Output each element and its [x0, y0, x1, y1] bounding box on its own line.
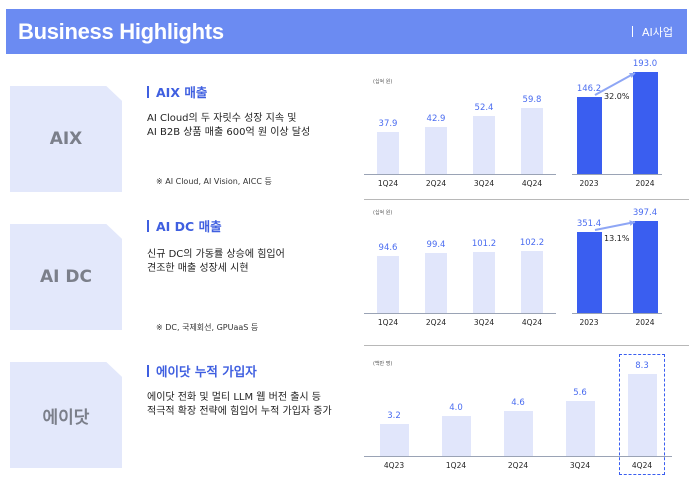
tile-ai-dc: AI DC	[10, 224, 122, 330]
chart-4-value-0: 3.2	[387, 411, 401, 421]
chart-0-bar-0	[377, 132, 399, 174]
aix-note: ※ AI Cloud, AI Vision, AICC 등	[156, 177, 272, 186]
chart-4-tick-0: 4Q23	[383, 461, 405, 470]
chart-4-tick-1: 1Q24	[445, 461, 467, 470]
chart-2-tick-2: 3Q24	[473, 318, 495, 327]
chart-4-value-4: 8.3	[635, 361, 649, 371]
chart-0-tick-0: 1Q24	[377, 179, 399, 188]
chart-2-value-0: 94.6	[378, 243, 398, 253]
adot-desc-line2: 적극적 확장 전략에 힘입어 누적 가입자 증가	[147, 406, 332, 417]
chart-1-growth-label: 32.0%	[604, 92, 630, 101]
chart-2-value-1: 99.4	[426, 240, 446, 250]
chart-4-value-3: 5.6	[573, 388, 587, 398]
chart-1-tick-1: 2024	[635, 179, 655, 188]
chart-3-bar-0	[576, 232, 602, 313]
chart-4-tick-4: 4Q24	[631, 461, 653, 470]
chart-3-value-0: 351.4	[576, 219, 602, 229]
aidc-desc-line1: 신규 DC의 가동률 상승에 힘입어	[147, 249, 285, 260]
chart-1-value-0: 146.2	[576, 84, 602, 94]
adot-desc-line1: 에이닷 전화 및 멀티 LLM 웹 버전 출시 등	[147, 392, 322, 403]
growth-arrow-icon	[594, 72, 636, 96]
chart-1-tick-0: 2023	[579, 179, 599, 188]
adot-title-text: 에이닷 누적 가입자	[156, 364, 257, 379]
chart-0-value-1: 42.9	[426, 114, 446, 124]
chart-2-value-2: 101.2	[471, 239, 497, 249]
chart-0-value-3: 59.8	[522, 95, 542, 105]
aidc-note: ※ DC, 국제회선, GPUaaS 등	[156, 323, 259, 332]
chart-2-bar-3	[521, 251, 543, 313]
chart-4-axis	[364, 456, 672, 457]
aix-desc-line2: AI B2B 상품 매출 600억 원 이상 달성	[147, 127, 311, 138]
chart-4-bar-1	[441, 416, 471, 456]
chart-4-tick-2: 2Q24	[507, 461, 529, 470]
chart-1-value-1: 193.0	[632, 59, 658, 69]
chart-0-bar-1	[425, 127, 447, 174]
chart-4-bar-3	[565, 401, 595, 456]
chart-2-axis	[364, 313, 556, 314]
chart-2-tick-3: 4Q24	[521, 318, 543, 327]
chart-4-bar-4	[627, 374, 657, 456]
aix-description: AI Cloud의 두 자릿수 성장 지속 및 AI B2B 상품 매출 600…	[147, 112, 310, 140]
aix-desc-line1: AI Cloud의 두 자릿수 성장 지속 및	[147, 113, 297, 124]
chart-4-tick-3: 3Q24	[569, 461, 591, 470]
chart-1-bar-1	[632, 72, 658, 174]
chart-4-value-2: 4.6	[511, 398, 525, 408]
chart-0-tick-3: 4Q24	[521, 179, 543, 188]
aidc-description: 신규 DC의 가동률 상승에 힘입어 견조한 매출 성장세 시현	[147, 248, 285, 276]
chart-2-value-3: 102.2	[519, 238, 545, 248]
tile-adot: 에이닷	[10, 362, 122, 468]
aidc-unit: (십억 원)	[373, 210, 393, 216]
aidc-desc-line2: 견조한 매출 성장세 시현	[147, 263, 249, 274]
chart-0-axis	[364, 174, 556, 175]
chart-1-axis	[572, 174, 662, 175]
divider-1	[364, 199, 689, 200]
tile-aix: AIX	[10, 86, 122, 192]
chart-2-tick-1: 2Q24	[425, 318, 447, 327]
aidc-title: AI DC 매출	[147, 216, 222, 235]
adot-description: 에이닷 전화 및 멀티 LLM 웹 버전 출시 등 적극적 확장 전략에 힘입어…	[147, 391, 332, 419]
chart-2-tick-0: 1Q24	[377, 318, 399, 327]
chart-3-axis	[572, 313, 662, 314]
chart-0-value-0: 37.9	[378, 119, 398, 129]
aix-unit: (십억 원)	[373, 79, 393, 85]
chart-2-bar-1	[425, 253, 447, 313]
adot-unit: (백만 명)	[373, 361, 393, 367]
header-banner: Business Highlights AI사업	[6, 9, 687, 54]
chart-3-growth-label: 13.1%	[604, 234, 630, 243]
chart-4-bar-2	[503, 411, 533, 456]
chart-0-tick-2: 3Q24	[473, 179, 495, 188]
adot-title: 에이닷 누적 가입자	[147, 361, 257, 380]
chart-3-tick-1: 2024	[635, 318, 655, 327]
chart-0-bar-3	[521, 108, 543, 174]
chart-0-value-2: 52.4	[474, 103, 494, 113]
chart-3-tick-0: 2023	[579, 318, 599, 327]
page-title: Business Highlights	[18, 19, 224, 44]
aix-title: AIX 매출	[147, 82, 207, 101]
chart-2-bar-2	[473, 252, 495, 313]
aidc-title-text: AI DC 매출	[156, 219, 222, 234]
highlight-box-4q24	[619, 354, 665, 475]
chart-3-value-1: 397.4	[632, 208, 658, 218]
aix-title-text: AIX 매출	[156, 85, 208, 100]
chart-4-value-1: 4.0	[449, 403, 463, 413]
section-tag: AI사업	[631, 24, 673, 40]
chart-0-tick-1: 2Q24	[425, 179, 447, 188]
chart-3-bar-1	[632, 221, 658, 313]
chart-1-bar-0	[576, 97, 602, 174]
chart-4-bar-0	[379, 424, 409, 456]
section-tag-label: AI사업	[641, 26, 673, 39]
chart-2-bar-0	[377, 256, 399, 313]
divider-2	[364, 345, 689, 346]
chart-0-bar-2	[473, 116, 495, 174]
growth-arrow-icon	[594, 220, 636, 231]
